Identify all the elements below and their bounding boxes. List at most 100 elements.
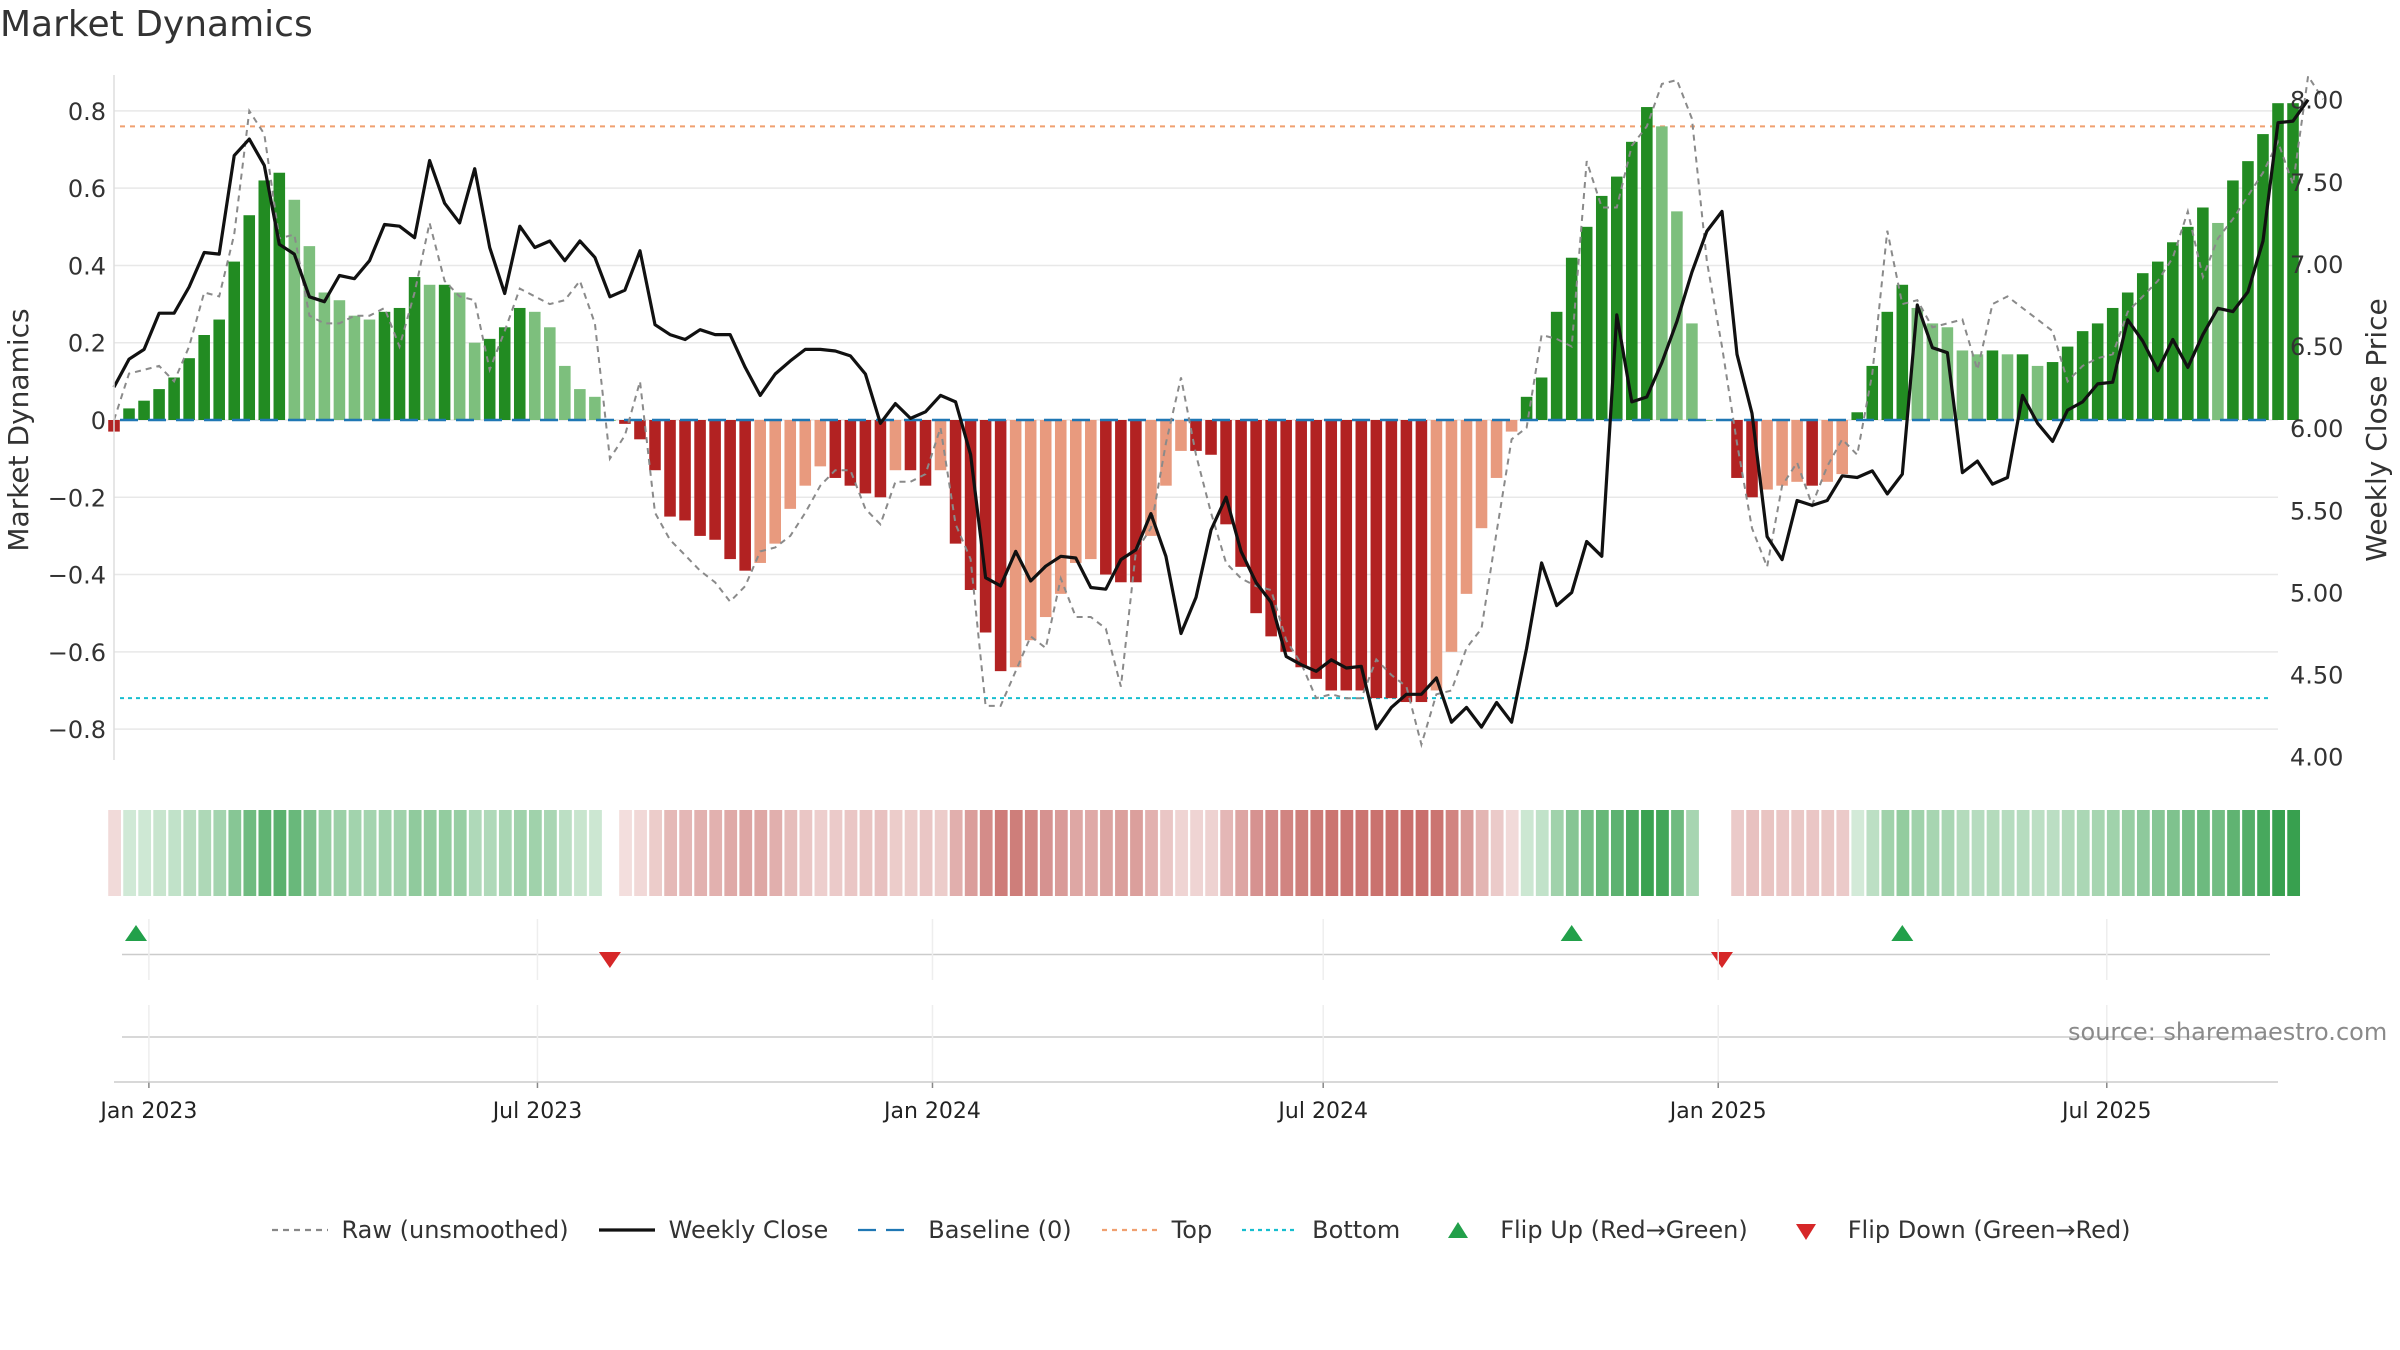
dynamics-bar: [528, 311, 541, 420]
strip-cell: [994, 810, 1008, 896]
strip-cell: [198, 810, 212, 896]
dynamics-bar: [183, 358, 195, 420]
dynamics-bar: [1641, 107, 1653, 420]
dynamics-bar: [2227, 180, 2239, 420]
strip-cell: [1039, 810, 1053, 896]
legend-item-flip_up: Flip Up (Red→Green): [1428, 1215, 1748, 1245]
strip-cell: [438, 810, 452, 896]
dynamics-bar: [1821, 420, 1833, 482]
strip-cell: [1595, 810, 1609, 896]
strip-cell: [1280, 810, 1294, 896]
dynamics-bar: [1505, 420, 1518, 432]
strip-cell: [423, 810, 437, 896]
dynamics-bar: [1235, 420, 1247, 567]
dynamics-bar: [198, 335, 210, 420]
dynamics-bar: [1971, 354, 1984, 420]
dynamics-bar: [1430, 420, 1443, 691]
dynamics-bar: [574, 389, 586, 420]
strip-cell: [2046, 810, 2060, 896]
strip-cell: [2106, 810, 2120, 896]
strip-cell: [1550, 810, 1564, 896]
y2-tick-label: 6.00: [2290, 415, 2343, 443]
dynamics-bar: [814, 420, 827, 467]
strip-cell: [378, 810, 392, 896]
dynamics-bar: [483, 338, 496, 420]
dynamics-bar: [378, 311, 391, 420]
legend-label-flip_down: Flip Down (Green→Red): [1847, 1216, 2131, 1244]
strip-cell: [2227, 810, 2240, 896]
legend-label-bottom: Bottom: [1312, 1216, 1401, 1244]
dynamics-bar: [1160, 420, 1172, 486]
strip-cell: [559, 810, 572, 896]
y2-axis-label: Weekly Close Price: [2360, 298, 2393, 561]
dynamics-bar: [709, 420, 721, 540]
strip-cell: [258, 810, 272, 896]
y-tick-label: 0.2: [68, 330, 106, 358]
dynamics-bar: [1986, 350, 1999, 420]
legend-item-top: Top: [1100, 1215, 1212, 1245]
strip-cell: [2016, 810, 2030, 896]
dynamics-bar: [979, 420, 992, 633]
legend-swatch-flip_up: [1448, 1222, 1469, 1238]
legend-label-flip_up: Flip Up (Red→Green): [1500, 1216, 1748, 1244]
dynamics-bar: [2106, 307, 2119, 420]
flip-down-marker: [1710, 952, 1733, 968]
strip-cell: [2121, 810, 2135, 896]
strip-cell: [1145, 810, 1158, 896]
strip-cell: [964, 810, 978, 896]
dynamics-bar: [544, 327, 556, 420]
strip-cell: [2076, 810, 2090, 896]
dynamics-bar: [994, 420, 1007, 672]
strip-cell: [2136, 810, 2150, 896]
dynamics-bar: [153, 389, 165, 420]
strip-cell: [1686, 810, 1699, 896]
strip-cell: [2197, 810, 2210, 896]
dynamics-bar: [1595, 195, 1608, 420]
strip-cell: [1956, 810, 1970, 896]
dynamics-bar: [1956, 350, 1969, 420]
dynamics-bar: [1926, 323, 1939, 420]
strip-cell: [904, 810, 918, 896]
dynamics-bar: [1340, 420, 1353, 691]
strip-cell: [123, 810, 137, 896]
dynamics-bar: [1731, 420, 1743, 478]
dynamics-bar: [243, 215, 256, 420]
strip-cell: [1911, 810, 1925, 896]
dynamics-bar: [1941, 327, 1954, 420]
y2-tick-label: 5.50: [2290, 497, 2343, 525]
dynamics-bar: [634, 420, 646, 440]
y2-tick-label: 6.50: [2290, 333, 2343, 361]
dynamics-bar: [949, 420, 962, 544]
strip-cell: [1445, 810, 1459, 896]
dynamics-bar: [559, 365, 571, 420]
strip-cell: [2212, 810, 2225, 896]
dynamics-bar: [904, 420, 917, 471]
weekly-close-line: [112, 98, 2310, 731]
dynamics-bar: [1205, 420, 1217, 455]
dynamics-bar: [799, 420, 812, 486]
strip-cell: [513, 810, 527, 896]
dynamics-bar: [348, 315, 361, 420]
dynamics-bar: [1701, 420, 1713, 421]
strip-cell: [1085, 810, 1098, 896]
legend-swatch-raw: [271, 1228, 328, 1232]
dynamics-bar: [2076, 331, 2089, 420]
dynamics-bar: [2046, 362, 2059, 420]
dynamics-bar: [1550, 311, 1563, 420]
strip-cell: [544, 810, 557, 896]
legend-item-close: Weekly Close: [597, 1215, 828, 1245]
flip-up-marker: [125, 925, 147, 941]
strip-cell: [1535, 810, 1549, 896]
strip-cell: [829, 810, 843, 896]
strip-cell: [1851, 810, 1865, 896]
strip-cell: [709, 810, 723, 896]
dynamics-bar: [1400, 420, 1413, 703]
dynamics-bar: [1220, 420, 1232, 525]
x-tick-label: Jul 2025: [2060, 1099, 2152, 1124]
strip-cell: [1310, 810, 1324, 896]
dynamics-bar: [1490, 420, 1503, 478]
strip-cell: [228, 810, 242, 896]
dynamics-bar: [438, 284, 451, 420]
strip-cell: [1971, 810, 1985, 896]
